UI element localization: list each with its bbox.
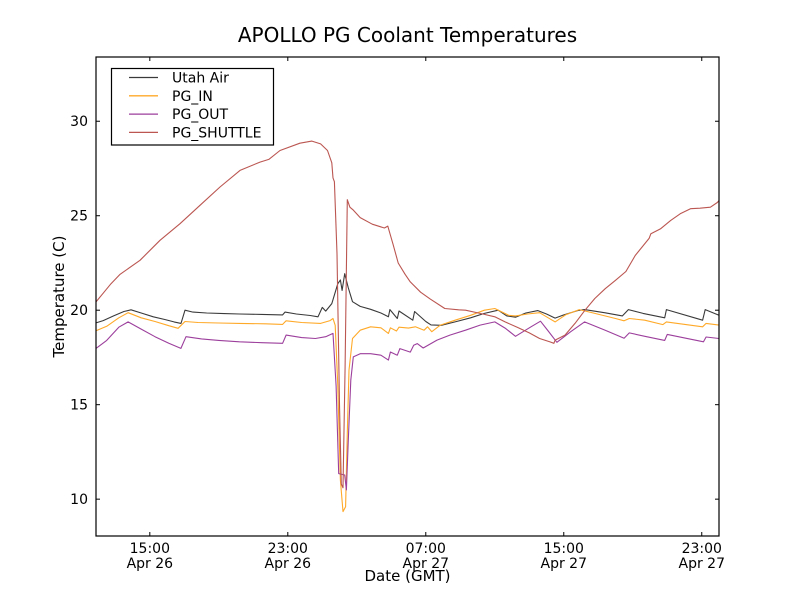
x-tick-label: 07:00 Apr 27	[403, 541, 449, 572]
chart-title: APOLLO PG Coolant Temperatures	[238, 23, 577, 47]
plot-border	[95, 56, 720, 537]
legend-label-pg-in: PG_IN	[172, 89, 213, 105]
y-tick-label: 25	[70, 209, 88, 225]
x-tick-label: 23:00 Apr 27	[679, 541, 725, 572]
plot-area: 10 15 20 25 30 15:00 Apr 26 23:00 Apr 26 07:00 Apr…	[70, 56, 725, 572]
legend-label-pg-shuttle: PG_SHUTTLE	[172, 125, 261, 141]
x-axis-label: Date (GMT)	[364, 567, 450, 585]
y-tick-label: 30	[70, 114, 88, 130]
legend-label-pg-out: PG_OUT	[172, 107, 229, 123]
legend-label-utah-air: Utah Air	[172, 71, 229, 87]
y-tick-label: 20	[70, 303, 88, 319]
y-axis-label: Temperature (C)	[50, 236, 68, 359]
x-tick-label: 15:00 Apr 26	[127, 541, 174, 572]
y-tick-label: 10	[70, 492, 88, 508]
series-line-pg-in	[95, 307, 720, 513]
x-tick-label: 23:00 Apr 26	[265, 541, 312, 572]
y-tick-label: 15	[70, 398, 88, 414]
series-line-pg-out	[95, 320, 720, 491]
series-line-utah-air	[95, 273, 720, 326]
x-tick-label: 15:00 Apr 27	[541, 541, 587, 572]
series-line-pg-shuttle	[95, 140, 720, 489]
